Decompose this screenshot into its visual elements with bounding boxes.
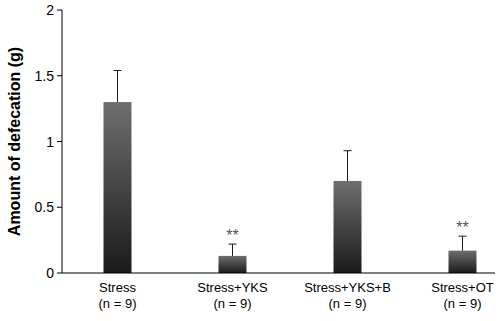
y-tick [57,141,62,142]
y-tick [57,207,62,208]
marks [104,70,477,273]
error-line [117,70,118,102]
bar [449,251,477,273]
x-tick-label-line: (n = 9) [99,296,137,311]
y-tick [57,75,62,76]
x-axis [62,273,495,274]
y-tick [57,273,62,274]
error-bar [344,151,352,181]
annotation: ** [226,227,238,244]
y-tick-label: 1 [46,134,54,150]
x-tick-label-line: (n = 9) [214,296,252,311]
x-tick-label: Stress+YKS(n = 9) [197,280,268,311]
x-tick-label-line: Stress+YKS+B [304,280,391,295]
x-tick-label: Stress(n = 9) [99,280,137,311]
x-tick-label: Stress+YKS+B(n = 9) [304,280,391,311]
x-tick-label: Stress+OT(n = 9) [431,280,494,311]
y-tick-label: 0 [46,265,54,281]
error-line [232,244,233,256]
bar [104,102,132,273]
y-tick-label: 2 [46,2,54,18]
x-tick-label-line: Stress [99,280,136,295]
bar [219,256,247,273]
y-tick-label: 0.5 [35,199,55,215]
error-bar [459,236,467,250]
error-cap [114,70,122,71]
x-tick-label-line: Stress+OT [431,280,494,295]
error-bar [114,70,122,102]
annotation: ** [456,219,468,236]
chart: ****00.511.52Stress(n = 9)Stress+YKS(n =… [0,0,500,321]
error-cap [344,150,352,151]
y-axis-label: Amount of defecation (g) [6,47,23,236]
y-tick-label: 1.5 [35,68,55,84]
error-line [347,151,348,181]
error-bar [229,244,237,256]
error-line [462,236,463,250]
x-tick-label-line: Stress+YKS [197,280,268,295]
x-tick-label-line: (n = 9) [329,296,367,311]
bar [334,181,362,273]
x-tick-label-line: (n = 9) [444,296,482,311]
y-tick [57,10,62,11]
